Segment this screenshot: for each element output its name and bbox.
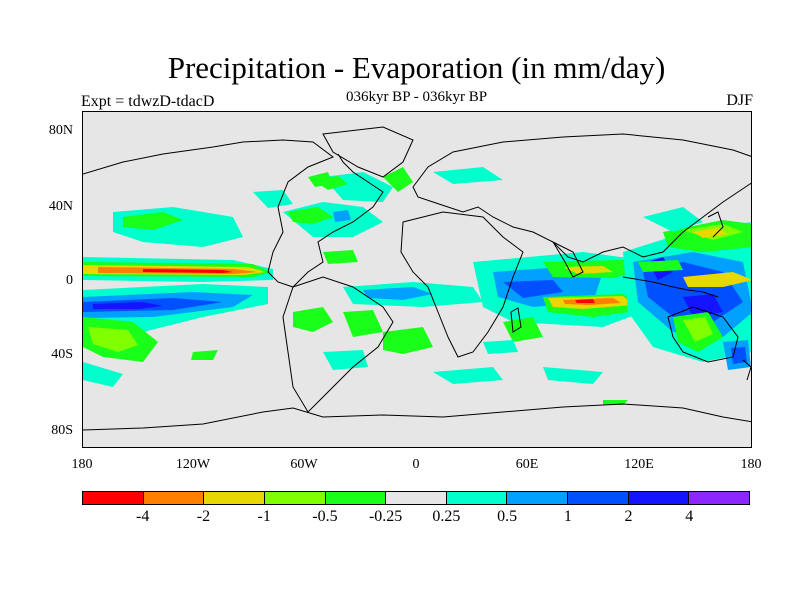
north-pacific-cyan2 [253,190,293,208]
color-bar-box [204,492,265,504]
madagascar-outline [510,307,522,333]
madagascar-green [503,317,543,342]
color-bar-box [568,492,629,504]
color-bar [82,491,750,505]
pacific-itcz-red [143,269,233,273]
color-bar-label: -0.25 [368,508,403,525]
color-bar-label: 1 [563,508,572,525]
japan-outline [707,211,724,238]
map-title: Precipitation - Evaporation (in mm/day) [167,50,666,85]
indian-darkblue [503,280,563,298]
lon-label-0: 0 [412,457,420,472]
south-atlantic-cyan [323,350,368,370]
season-label: DJF [726,92,753,109]
map-svg [83,126,751,431]
antarctica-outline [83,403,751,431]
atlantic-north-blue [333,210,351,222]
experiment-label: Expt = tdwzD-tdacD [81,93,215,110]
wpac-eq-green [638,260,683,272]
color-bar-label: -4 [136,508,150,525]
color-bar-label: 2 [624,508,633,525]
indian-yellow [563,266,613,274]
wpac-indigo2 [683,294,723,317]
coastlines [83,126,751,431]
south-america-outline [282,276,394,413]
color-bar-box [446,492,508,504]
color-bar-box [325,492,387,504]
color-bar-label: -0.5 [312,508,338,525]
color-bar-box [386,492,447,504]
arctic-green [308,172,333,187]
indonesia-outline [622,276,719,298]
labrador-green [383,167,413,192]
color-bar-label: 0.5 [497,508,518,525]
indian-south-red [575,299,595,303]
color-bar-box [83,492,144,504]
lat-label-eq: 0 [66,273,73,288]
anomaly-fields [83,167,751,405]
lat-label-40s: 40S [51,347,73,362]
west-africa-green [323,250,358,264]
atlantic-eq-green [293,307,333,332]
east-asia-cyan [643,207,703,232]
north-america-outline [83,139,384,288]
color-bar-label: 0.25 [432,508,461,525]
lon-label-120w: 120W [175,457,211,472]
color-bar-box [628,492,690,504]
africa-outline [400,211,524,358]
map-subtitle: 036kyr BP - 036kyr BP [345,89,488,105]
lat-label-40n: 40N [48,199,73,214]
new-zealand-outline [742,359,751,381]
south-pacific-lime [88,327,138,352]
south-ocean-cyan [543,367,603,384]
atlantic-north-green [288,207,333,224]
south-pacific-cyan2 [83,362,123,387]
greenland-outline [322,126,414,178]
map-plot-area [82,111,752,448]
north-pacific-green [123,212,183,230]
siberia-cyan [433,167,503,184]
eurasia-outline [412,133,751,263]
australia-outline [667,306,739,363]
india-outline [551,240,584,278]
color-bar-label: 4 [685,508,694,525]
australia-lime [683,317,713,342]
color-bar-label: -1 [257,508,271,525]
south-atlantic-green [383,327,433,354]
indian-south-cyan2 [483,340,518,354]
brazil-green [343,310,383,337]
lat-label-80s: 80S [51,423,73,438]
pacific-south-indigo [93,302,163,309]
lon-label-60w: 60W [290,457,318,472]
color-bar-box [143,492,205,504]
color-bar-label: -2 [196,508,211,525]
color-bar-box [689,492,750,504]
wpac-eq-yellow [683,272,751,287]
tasman-darkblue [731,347,747,364]
south-atlantic-cyan2 [433,367,503,384]
lon-label-60e: 60E [515,457,539,472]
lon-label-120e: 120E [624,457,654,472]
lon-label-180w: 180 [71,457,93,472]
lat-label-80n: 80N [48,123,73,138]
south-pacific-green2 [191,350,218,360]
atlantic-eq-blue [363,287,433,300]
color-bar-box [507,492,569,504]
lon-label-180e: 180 [740,457,762,472]
color-bar-box [264,492,326,504]
